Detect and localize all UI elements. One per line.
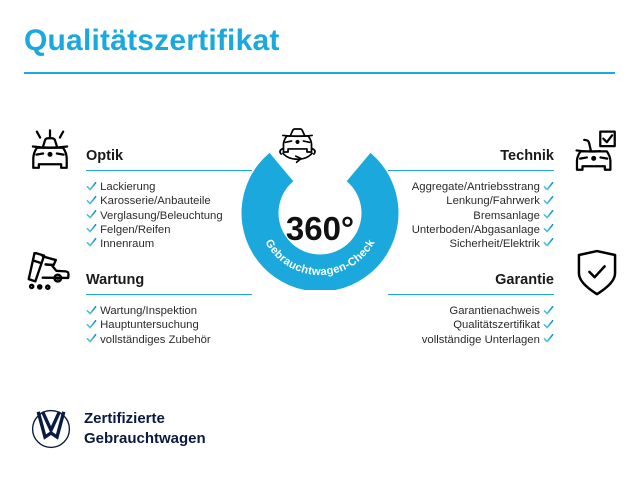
- svg-text:360°: 360°: [286, 210, 354, 247]
